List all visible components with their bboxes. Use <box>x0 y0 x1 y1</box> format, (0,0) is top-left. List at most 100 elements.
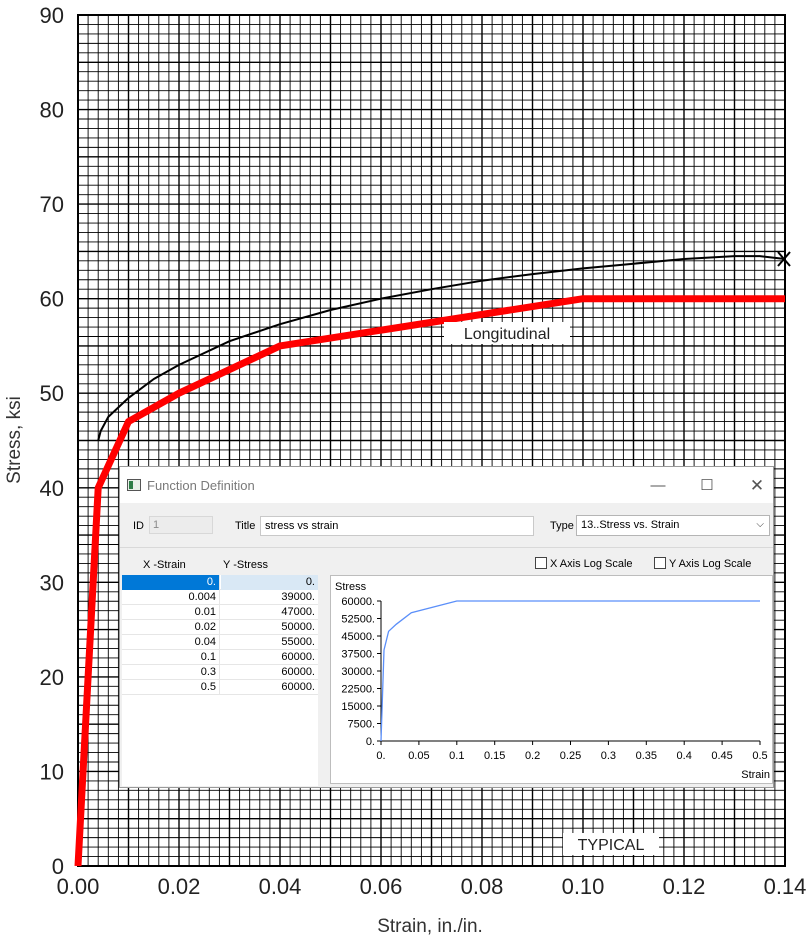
x-tick-label: 0.10 <box>562 874 605 899</box>
close-button[interactable]: ✕ <box>749 476 765 495</box>
strain-cell[interactable]: 0.3 <box>122 665 220 680</box>
strain-cell[interactable]: 0.01 <box>122 605 220 620</box>
strain-cell[interactable]: 0.1 <box>122 650 220 665</box>
x-tick-label: 0.00 <box>57 874 100 899</box>
y-tick-label: 50 <box>40 381 64 406</box>
x-column-header: X -Strain <box>143 559 186 571</box>
y-tick-label: 90 <box>40 3 64 28</box>
id-field: 1 <box>149 516 213 534</box>
stress-cell[interactable]: 0. <box>221 575 318 590</box>
title-input[interactable]: stress vs strain <box>260 516 534 536</box>
dialog-title: Function Definition <box>147 478 255 493</box>
x-tick-label: 0.04 <box>259 874 302 899</box>
table-row[interactable]: 0.004 39000. <box>122 590 318 605</box>
y-tick-label: 80 <box>40 98 64 123</box>
preview-x-tick-label: 0.3 <box>601 750 616 762</box>
x-axis-log-label[interactable]: X Axis Log Scale <box>550 558 633 570</box>
id-label: ID <box>133 520 144 532</box>
chart-series <box>74 255 786 867</box>
divider <box>120 547 773 548</box>
preview-y-tick-label: 37500. <box>341 649 375 661</box>
preview-y-tick-label: 7500. <box>347 719 375 731</box>
stress-cell[interactable]: 50000. <box>281 621 315 633</box>
preview-x-tick-label: 0.4 <box>677 750 692 762</box>
table-row[interactable]: 0.02 50000. <box>122 620 318 635</box>
preview-x-axis-title: Strain <box>741 769 770 781</box>
header-fields: ID 1 Title stress vs strain Type 13..Str… <box>120 503 773 545</box>
longitudinal-annotation: Longitudinal <box>444 322 570 344</box>
y-tick-label: 30 <box>40 570 64 595</box>
preview-series <box>380 600 760 742</box>
stress-cell[interactable]: 60000. <box>281 651 315 663</box>
table-row[interactable]: 0.1 60000. <box>122 650 318 665</box>
stress-cell[interactable]: 47000. <box>281 606 315 618</box>
type-select-value: 13..Stress vs. Strain <box>581 519 680 531</box>
y-axis-log-checkbox[interactable] <box>654 557 666 569</box>
stress-cell[interactable]: 60000. <box>281 666 315 678</box>
strain-cell[interactable]: 0.004 <box>122 590 220 605</box>
title-label: Title <box>235 520 256 532</box>
preview-y-tick-label: 30000. <box>341 666 375 678</box>
stress-cell[interactable]: 60000. <box>281 681 315 693</box>
y-tick-label: 60 <box>40 287 64 312</box>
y-tick-label: 20 <box>40 665 64 690</box>
preview-y-axis-title: Stress <box>335 581 367 593</box>
x-tick-label: 0.12 <box>663 874 706 899</box>
type-select[interactable]: 13..Stress vs. Strain ⌵ <box>576 515 770 536</box>
strain-cell[interactable]: 0.04 <box>122 635 220 650</box>
app-icon <box>127 479 141 491</box>
chart-tick-labels: 0.00 0.02 0.04 0.06 0.08 0.10 0.12 0.1401020304… <box>40 3 807 899</box>
y-tick-label: 40 <box>40 476 64 501</box>
preview-y-tick-label: 45000. <box>341 631 375 643</box>
typical-annotation: TYPICAL <box>563 833 659 855</box>
strain-cell[interactable]: 0.5 <box>122 680 220 695</box>
x-tick-label: 0.02 <box>158 874 201 899</box>
preview-y-tick-label: 52500. <box>341 614 375 626</box>
y-axis-title: Stress, ksi <box>4 396 25 484</box>
stress-cell[interactable]: 55000. <box>281 636 315 648</box>
type-label: Type <box>550 520 574 532</box>
dialog-titlebar[interactable]: Function Definition — ☐ ✕ <box>120 467 773 503</box>
data-table: 0. 0. 0.004 39000. 0.01 47000. 0.02 50000. 0.04 5… <box>122 575 318 786</box>
y-axis-log-label[interactable]: Y Axis Log Scale <box>669 558 752 570</box>
preview-x-tick-label: 0.1 <box>449 750 464 762</box>
preview-series-line <box>380 600 760 742</box>
longitudinal-label: Longitudinal <box>464 326 550 343</box>
fracture-x-marker <box>777 251 791 267</box>
table-row[interactable]: 0.01 47000. <box>122 605 318 620</box>
strain-cell[interactable]: 0.02 <box>122 620 220 635</box>
preview-axes: 0. 7500. 15000. 22500. 30000. 37500. 45000. 525… <box>341 596 767 762</box>
table-row[interactable]: 0.5 60000. <box>122 680 318 695</box>
longitudinal-series-line <box>74 295 785 867</box>
y-tick-label: 70 <box>40 192 64 217</box>
x-tick-label: 0.06 <box>360 874 403 899</box>
preview-y-tick-label: 0. <box>366 736 375 748</box>
maximize-button[interactable]: ☐ <box>700 477 714 494</box>
preview-x-tick-label: 0.45 <box>711 750 732 762</box>
preview-y-tick-label: 22500. <box>341 684 375 696</box>
preview-x-tick-label: 0. <box>376 750 385 762</box>
preview-y-tick-label: 15000. <box>341 701 375 713</box>
minimize-button[interactable]: — <box>650 477 666 494</box>
table-row[interactable]: 0.04 55000. <box>122 635 318 650</box>
preview-x-tick-label: 0.2 <box>525 750 540 762</box>
strain-cell[interactable]: 0. <box>122 575 220 590</box>
preview-chart-svg: Stress Strain 0. 7500. 15000. 22500. 30000. 3… <box>335 581 770 781</box>
x-tick-label: 0.14 <box>764 874 807 899</box>
preview-x-tick-label: 0.05 <box>408 750 429 762</box>
stress-cell[interactable]: 39000. <box>281 591 315 603</box>
preview-x-tick-label: 0.5 <box>752 750 767 762</box>
typical-label: TYPICAL <box>578 837 645 854</box>
table-row[interactable]: 0.3 60000. <box>122 665 318 680</box>
table-row[interactable]: 0. 0. <box>122 575 318 590</box>
x-axis-log-checkbox[interactable] <box>535 557 547 569</box>
preview-x-tick-label: 0.35 <box>636 750 657 762</box>
preview-chart: Stress Strain 0. 7500. 15000. 22500. 30000. 3… <box>330 575 773 784</box>
y-column-header: Y -Stress <box>223 559 269 571</box>
preview-x-tick-label: 0.15 <box>484 750 505 762</box>
y-tick-label: 10 <box>40 759 64 784</box>
x-tick-label: 0.08 <box>461 874 504 899</box>
typical-series-line <box>97 255 786 441</box>
function-definition-dialog: Function Definition — ☐ ✕ ID 1 Title str… <box>119 466 774 788</box>
preview-y-tick-label: 60000. <box>341 596 375 608</box>
